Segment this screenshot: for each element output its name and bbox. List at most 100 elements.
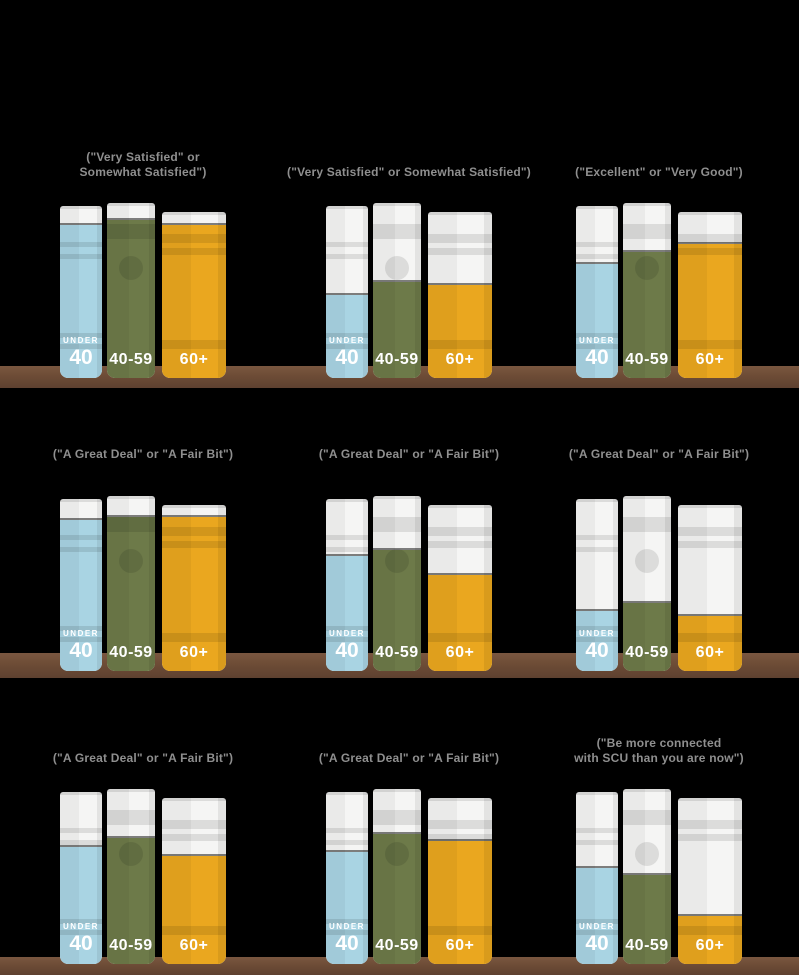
spine-shading bbox=[414, 496, 421, 671]
age-label: 40-59 bbox=[623, 645, 671, 661]
age-label: 60+ bbox=[678, 352, 742, 368]
page-top-edge bbox=[60, 792, 102, 795]
fill-top-edge bbox=[678, 914, 742, 916]
page-top-edge bbox=[373, 203, 421, 206]
medallion-decoration bbox=[635, 549, 659, 573]
spine-shading bbox=[664, 789, 671, 964]
spine-shading bbox=[162, 212, 192, 378]
page-top-edge bbox=[623, 203, 671, 206]
book-fill bbox=[623, 875, 671, 964]
spine-shading bbox=[326, 792, 346, 964]
book-under40: UNDER 40 bbox=[576, 499, 618, 671]
fill-top-edge bbox=[107, 515, 155, 517]
fill-top-edge bbox=[107, 836, 155, 838]
fill-top-edge bbox=[162, 515, 226, 517]
age-label: 40-59 bbox=[373, 645, 421, 661]
age-label-60plus: 60+ bbox=[695, 937, 725, 954]
fill-top-edge bbox=[678, 614, 742, 616]
age-label-40-59: 40-59 bbox=[625, 644, 669, 661]
panel-caption: ("Be more connected with SCU than you ar… bbox=[574, 736, 744, 765]
book-stripe bbox=[162, 926, 226, 935]
age-label: 60+ bbox=[678, 645, 742, 661]
book-stripe bbox=[428, 248, 492, 255]
spine-shading bbox=[678, 505, 708, 671]
book-stripe bbox=[107, 517, 155, 532]
book-fill bbox=[428, 841, 492, 964]
fill-top-edge bbox=[373, 280, 421, 282]
book-stripe bbox=[678, 541, 742, 548]
spine-shading bbox=[612, 206, 618, 378]
book-stripe bbox=[326, 828, 368, 833]
age-label: UNDER 40 bbox=[576, 629, 618, 662]
spine-shading bbox=[664, 496, 671, 671]
spine-shading bbox=[576, 499, 596, 671]
fill-top-edge bbox=[162, 854, 226, 856]
book-under40: UNDER 40 bbox=[60, 792, 102, 964]
age-label-60plus: 60+ bbox=[445, 937, 475, 954]
book-60plus: 60+ bbox=[678, 505, 742, 671]
book-fill bbox=[678, 916, 742, 964]
age-label: 60+ bbox=[162, 938, 226, 954]
book-stripe bbox=[162, 340, 226, 349]
book-fill bbox=[162, 517, 226, 671]
age-label: 60+ bbox=[162, 645, 226, 661]
age-label: 40-59 bbox=[373, 938, 421, 954]
fill-top-edge bbox=[326, 293, 368, 295]
age-label-60plus: 60+ bbox=[695, 644, 725, 661]
page-top-edge bbox=[162, 798, 226, 801]
book-60plus: 60+ bbox=[162, 505, 226, 671]
panel-caption: ("A Great Deal" or "A Fair Bit") bbox=[52, 447, 234, 461]
book-stripe bbox=[60, 637, 102, 642]
book-stripe bbox=[162, 527, 226, 536]
age-label-60plus: 60+ bbox=[445, 351, 475, 368]
fill-top-edge bbox=[326, 554, 368, 556]
age-label-under: UNDER bbox=[329, 336, 365, 345]
book-stripe bbox=[60, 547, 102, 552]
book-40-59: 40-59 bbox=[373, 496, 421, 671]
age-label-under: UNDER bbox=[579, 629, 615, 638]
book-stripe bbox=[162, 633, 226, 642]
age-label-40-59: 40-59 bbox=[375, 644, 419, 661]
spine-shading bbox=[96, 206, 102, 378]
medallion-decoration bbox=[635, 842, 659, 866]
page-top-edge bbox=[623, 496, 671, 499]
age-label-40: 40 bbox=[335, 346, 359, 369]
spine-shading bbox=[373, 789, 396, 964]
book-stripe bbox=[60, 840, 102, 845]
page-top-edge bbox=[576, 792, 618, 795]
age-label-40-59: 40-59 bbox=[625, 937, 669, 954]
spine-shading bbox=[664, 203, 671, 378]
spine-shading bbox=[623, 496, 646, 671]
age-label-40: 40 bbox=[69, 932, 93, 955]
book-stripe bbox=[60, 254, 102, 259]
spine-shading bbox=[107, 203, 130, 378]
age-label-under: UNDER bbox=[63, 629, 99, 638]
page-top-edge bbox=[373, 496, 421, 499]
book-fill bbox=[678, 616, 742, 671]
fill-top-edge bbox=[60, 223, 102, 225]
spine-shading bbox=[107, 789, 130, 964]
age-label-60plus: 60+ bbox=[179, 644, 209, 661]
age-label: UNDER 40 bbox=[326, 630, 368, 662]
panel-caption: ("A Great Deal" or "A Fair Bit") bbox=[318, 751, 500, 765]
spine-shading bbox=[733, 212, 742, 378]
page-top-edge bbox=[326, 206, 368, 209]
book-stripe bbox=[60, 242, 102, 247]
book-stripe bbox=[162, 820, 226, 829]
age-label-40-59: 40-59 bbox=[375, 351, 419, 368]
book-stripe bbox=[373, 810, 421, 825]
fill-top-edge bbox=[60, 518, 102, 520]
book-stripe bbox=[373, 517, 421, 532]
spine-shading bbox=[162, 798, 192, 964]
book-stripe bbox=[428, 834, 492, 841]
book-stripe bbox=[60, 344, 102, 349]
spine-shading bbox=[162, 505, 192, 671]
age-label-40-59: 40-59 bbox=[375, 937, 419, 954]
book-fill bbox=[428, 575, 492, 671]
book-stripe bbox=[60, 919, 102, 924]
fill-top-edge bbox=[107, 218, 155, 220]
book-stripe bbox=[107, 810, 155, 825]
book-stripe bbox=[678, 820, 742, 829]
age-label: 60+ bbox=[678, 938, 742, 954]
book-stripe bbox=[576, 840, 618, 845]
